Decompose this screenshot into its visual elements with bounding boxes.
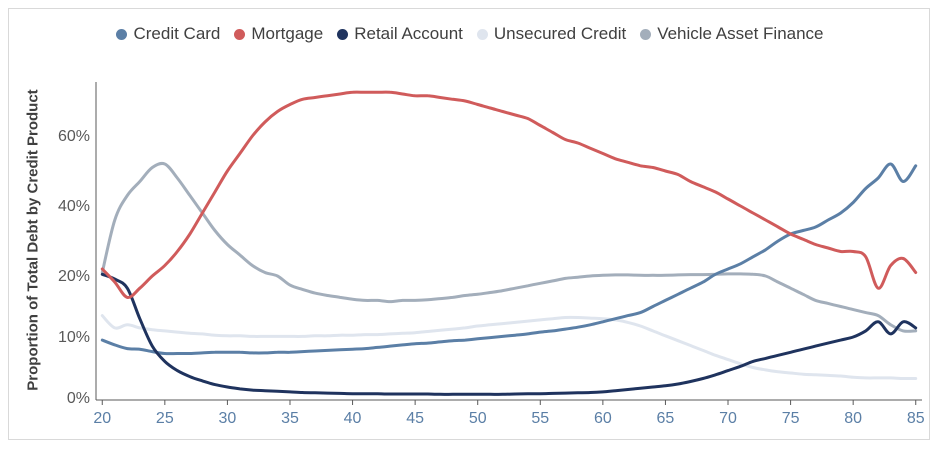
legend-marker-icon [640, 28, 652, 40]
x-tick-label: 50 [469, 410, 487, 427]
x-tick-label: 25 [156, 410, 174, 427]
chart-frame [8, 8, 930, 440]
legend-label: Mortgage [251, 24, 324, 43]
legend-label: Vehicle Asset Finance [657, 24, 824, 43]
y-tick-label: 0% [67, 390, 90, 407]
series-line-credit-card [100, 162, 918, 356]
x-tick-label: 75 [782, 410, 800, 427]
x-tick-label: 30 [219, 410, 237, 427]
x-tick-label: 60 [594, 410, 612, 427]
x-tick-label: 45 [406, 410, 424, 427]
legend-label: Retail Account [354, 24, 463, 43]
legend-marker-icon [476, 28, 488, 40]
series-line-vehicle-asset-finance [100, 161, 918, 333]
y-tick-label: 60% [58, 128, 90, 145]
x-tick-label: 20 [93, 410, 111, 427]
x-tick-label: 65 [657, 410, 675, 427]
series-line-unsecured-credit [100, 314, 918, 381]
legend-item-4[interactable]: Vehicle Asset Finance [640, 24, 824, 44]
legend-item-2[interactable]: Retail Account [337, 24, 463, 44]
series-line-mortgage [100, 90, 918, 299]
x-tick-label: 70 [719, 410, 737, 427]
y-tick-label: 10% [58, 329, 90, 346]
x-tick-label: 55 [531, 410, 549, 427]
legend-marker-icon [234, 28, 246, 40]
legend-marker-icon [116, 28, 128, 40]
x-tick-label: 85 [907, 410, 925, 427]
legend: Credit Card Mortgage Retail Account Unsecur… [0, 24, 940, 44]
x-tick-label: 40 [344, 410, 362, 427]
legend-item-3[interactable]: Unsecured Credit [476, 24, 627, 44]
legend-label: Unsecured Credit [493, 24, 627, 43]
legend-marker-icon [337, 28, 349, 40]
legend-label: Credit Card [133, 24, 221, 43]
series-line-retail-account [100, 272, 918, 396]
x-tick-label: 80 [844, 410, 862, 427]
y-tick-label: 40% [58, 198, 90, 215]
legend-item-0[interactable]: Credit Card [116, 24, 220, 44]
x-tick-label: 35 [281, 410, 299, 427]
legend-item-1[interactable]: Mortgage [234, 24, 323, 44]
y-tick-label: 20% [58, 268, 90, 285]
